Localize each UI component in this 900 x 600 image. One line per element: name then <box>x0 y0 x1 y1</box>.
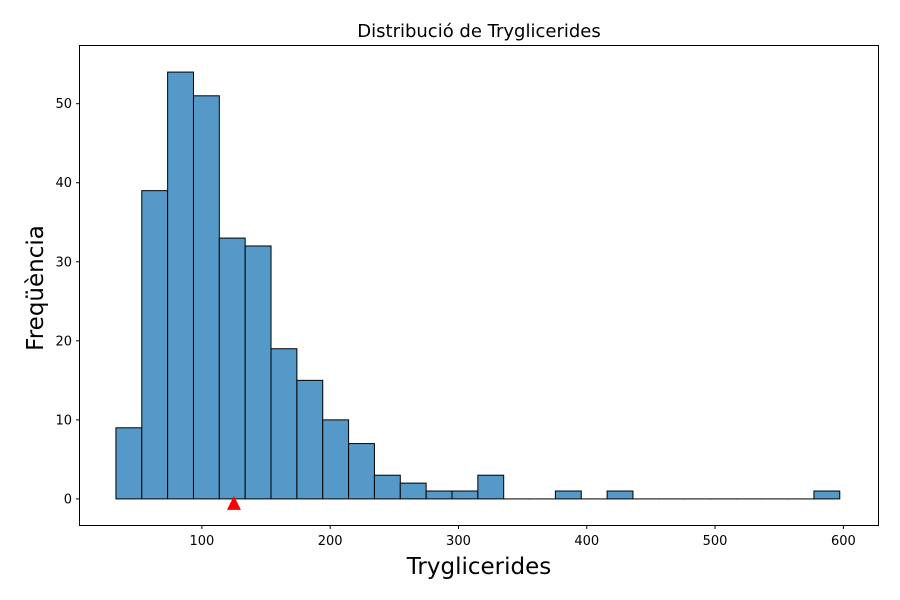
y-tick-label: 0 <box>64 492 72 507</box>
histogram-bar <box>373 474 401 500</box>
histogram-bar <box>425 490 453 500</box>
x-axis: 100 200 300 400 500 600 <box>189 525 856 549</box>
x-tick-label: 200 <box>318 534 343 549</box>
histogram-bar <box>451 490 479 500</box>
histogram-bar <box>270 348 298 500</box>
histogram-bar <box>218 237 246 500</box>
histogram-bar <box>192 95 220 500</box>
plot-frame <box>79 45 879 526</box>
x-axis-label: Tryglicerides <box>406 554 552 580</box>
histogram-bar <box>813 490 841 500</box>
histogram-bar <box>606 490 634 500</box>
y-axis-label: Freqüència <box>23 225 49 351</box>
y-tick-label: 30 <box>55 255 72 270</box>
chart-title: Distribució de Tryglicerides <box>357 21 600 42</box>
histogram-bar <box>244 245 272 500</box>
histogram-bar <box>296 379 324 500</box>
y-tick-label: 40 <box>55 176 72 191</box>
x-tick-label: 600 <box>831 534 856 549</box>
x-tick-label: 300 <box>446 534 471 549</box>
y-tick-label: 10 <box>55 413 72 428</box>
x-tick-label: 500 <box>703 534 728 549</box>
histogram-bar <box>141 190 169 500</box>
mean-marker <box>226 495 241 510</box>
histogram-bar <box>115 427 143 500</box>
histogram-bar <box>554 490 582 500</box>
x-tick-label: 100 <box>189 534 214 549</box>
bars-group <box>115 71 841 500</box>
x-tick-label: 400 <box>574 534 599 549</box>
histogram-bar <box>477 474 505 500</box>
y-tick-label: 50 <box>55 97 72 112</box>
y-tick-label: 20 <box>55 334 72 349</box>
histogram-bar <box>348 443 375 500</box>
marker-layer <box>226 495 241 510</box>
histogram-bar <box>399 482 427 500</box>
y-axis: 0 10 20 30 40 50 <box>55 97 80 507</box>
histogram-bar <box>167 71 194 500</box>
histogram-bar <box>322 419 350 500</box>
